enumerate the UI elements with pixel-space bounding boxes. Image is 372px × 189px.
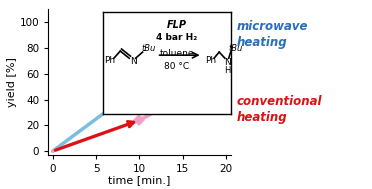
Text: conventional
heating: conventional heating [236,95,322,124]
Y-axis label: yield [%]: yield [%] [7,57,17,107]
Text: microwave
heating: microwave heating [236,19,308,49]
X-axis label: time [min.]: time [min.] [108,175,171,185]
